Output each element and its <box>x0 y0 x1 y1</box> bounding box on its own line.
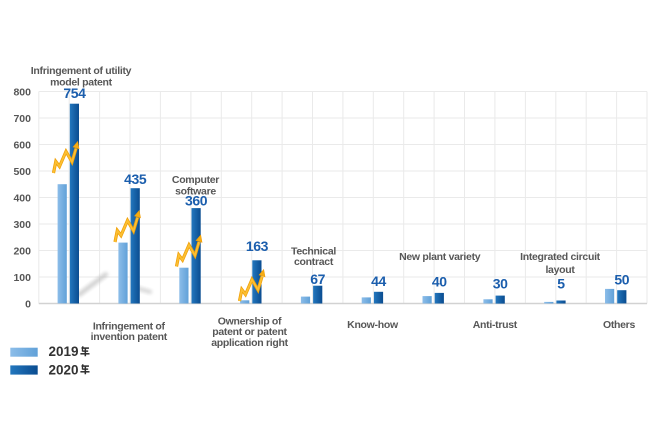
svg-text:Ownership of: Ownership of <box>218 316 282 328</box>
svg-text:300: 300 <box>13 219 31 231</box>
svg-text:800: 800 <box>13 86 31 98</box>
svg-text:50: 50 <box>614 272 629 288</box>
svg-text:Know-how: Know-how <box>347 319 399 331</box>
svg-text:Infringement of utility: Infringement of utility <box>31 65 132 77</box>
svg-text:Anti-trust: Anti-trust <box>473 319 518 331</box>
svg-text:600: 600 <box>13 139 31 151</box>
svg-text:400: 400 <box>13 192 31 204</box>
svg-text:163: 163 <box>246 238 269 254</box>
svg-text:754: 754 <box>63 85 86 101</box>
svg-text:patent or patent: patent or patent <box>212 326 287 338</box>
svg-text:30: 30 <box>493 276 508 292</box>
svg-text:700: 700 <box>13 113 31 125</box>
svg-text:Infringement of: Infringement of <box>93 321 166 333</box>
svg-text:44: 44 <box>371 273 386 289</box>
svg-text:Integrated circuit: Integrated circuit <box>520 251 601 263</box>
svg-text:100: 100 <box>13 272 31 284</box>
svg-text:200: 200 <box>13 245 31 257</box>
svg-text:2020: 2020 <box>49 363 79 378</box>
svg-text:2019: 2019 <box>49 344 79 359</box>
svg-text:0: 0 <box>25 298 31 310</box>
svg-text:invention patent: invention patent <box>91 331 168 343</box>
svg-text:40: 40 <box>432 274 447 290</box>
svg-text:model patent: model patent <box>50 76 113 88</box>
svg-text:Technical: Technical <box>291 246 336 258</box>
svg-text:500: 500 <box>13 166 31 178</box>
svg-text:67: 67 <box>310 271 325 287</box>
svg-text:Computer: Computer <box>172 174 219 186</box>
svg-text:435: 435 <box>124 171 147 187</box>
svg-text:360: 360 <box>185 193 208 209</box>
svg-text:layout: layout <box>545 264 575 276</box>
svg-text:software: software <box>175 186 216 198</box>
svg-text:New plant variety: New plant variety <box>399 251 481 263</box>
svg-text:5: 5 <box>557 276 565 292</box>
svg-text:application right: application right <box>211 337 288 349</box>
svg-text:contract: contract <box>294 256 334 268</box>
svg-text:Others: Others <box>603 319 636 331</box>
